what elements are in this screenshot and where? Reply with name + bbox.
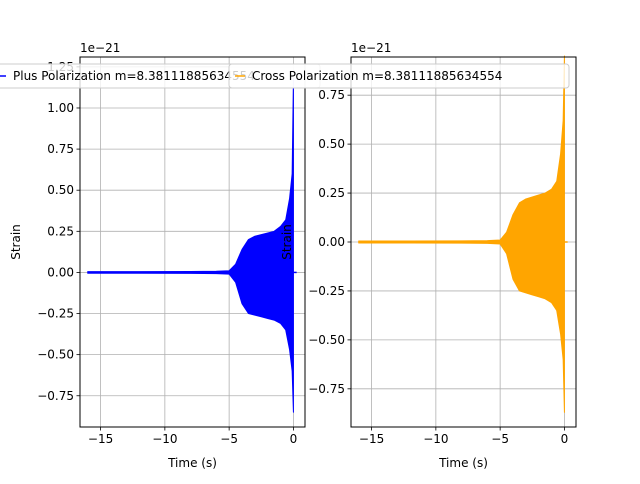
y-tick-label: −0.25: [308, 284, 345, 298]
x-tick-label: −15: [359, 432, 384, 446]
y-tick-label: −0.25: [37, 307, 74, 321]
x-tick-label: −5: [220, 432, 238, 446]
x-axis-label: Time (s): [438, 456, 488, 470]
legend-label: Cross Polarization m=8.38111885634554: [252, 69, 502, 83]
x-axis-ticks: −15 −10 −5 0: [359, 427, 568, 446]
y-tick-label: 0.00: [47, 265, 74, 279]
y-tick-label: 0.50: [318, 137, 345, 151]
legend-box: [228, 63, 570, 89]
y-offset-label: 1e−21: [80, 41, 120, 55]
series-waveform: [87, 77, 294, 413]
x-tick-label: −15: [88, 432, 113, 446]
y-tick-label: 0.25: [47, 224, 74, 238]
legend-cross: Cross Polarization m=8.38111885634554: [228, 63, 570, 89]
y-tick-label: −0.50: [37, 348, 74, 362]
y-tick-label: 0.75: [318, 88, 345, 102]
legend-label: Plus Polarization m=8.38111885634554: [13, 69, 255, 83]
x-tick-label: 0: [561, 432, 569, 446]
y-axis-label: Strain: [9, 224, 23, 260]
y-tick-label: 1.00: [47, 101, 74, 115]
x-axis-label: Time (s): [167, 456, 217, 470]
y-tick-label: −0.75: [37, 389, 74, 403]
y-axis-ticks: −0.75−0.50−0.250.000.250.500.751.001.25: [37, 60, 80, 403]
y-tick-label: 0.25: [318, 186, 345, 200]
x-axis-ticks: −15 −10 −5 0: [88, 427, 297, 446]
y-tick-label: 0.75: [47, 142, 74, 156]
y-tick-label: 0.00: [318, 235, 345, 249]
y-tick-label: 0.50: [47, 183, 74, 197]
x-tick-label: −5: [491, 432, 509, 446]
plus-polarization-subplot: −15 −10 −5 0 −0.75 −0.50 −0.25 0.00 0.25 0.50 0.7…: [9, 41, 306, 470]
y-axis-label: Strain: [280, 224, 294, 260]
x-tick-label: −10: [423, 432, 448, 446]
series-waveform: [358, 55, 565, 413]
y-axis-ticks: −0.75 −0.50 −0.25 0.00 0.25 0.50 0.75: [308, 88, 351, 396]
plot-area: [87, 77, 297, 413]
x-tick-label: −10: [152, 432, 177, 446]
axes-frame: [79, 56, 306, 428]
y-tick-label: −0.75: [308, 382, 345, 396]
y-offset-label: 1e−21: [351, 41, 391, 55]
plot-area: [358, 55, 568, 413]
y-tick-label: −0.50: [308, 333, 345, 347]
x-tick-label: 0: [290, 432, 298, 446]
cross-polarization-subplot: −15 −10 −5 0 −0.75 −0.50 −0.25 0.00 0.25 0.50 0.7…: [280, 41, 577, 470]
